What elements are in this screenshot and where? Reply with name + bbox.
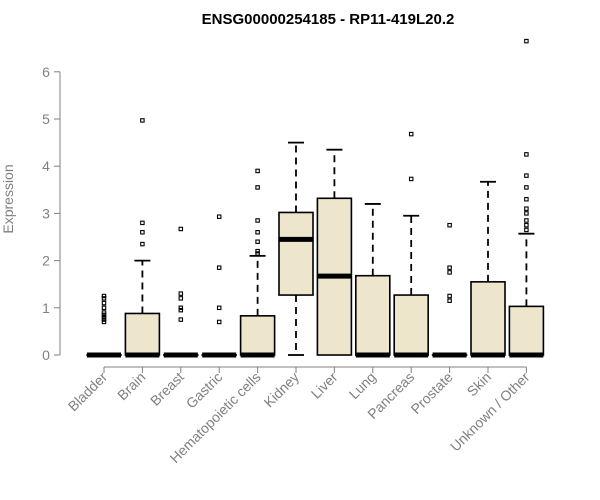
x-tick-label: Skin	[464, 369, 495, 400]
outlier-point	[178, 226, 184, 232]
box	[354, 274, 391, 356]
outlier-point	[216, 319, 222, 325]
box	[470, 281, 506, 356]
box	[393, 294, 430, 356]
outlier-point	[140, 220, 145, 226]
outlier-point	[255, 239, 260, 244]
y-tick-label: 2	[42, 253, 50, 269]
chart-title: ENSG00000254185 - RP11-419L20.2	[202, 11, 455, 28]
outlier-point	[255, 248, 260, 254]
outlier-point	[178, 305, 184, 311]
box-pancreas	[393, 131, 430, 358]
outlier-point	[255, 251, 260, 256]
outlier-point	[178, 296, 184, 301]
outlier-point	[524, 173, 529, 178]
outlier-point	[216, 265, 222, 270]
outlier-point	[101, 319, 107, 325]
box-bladder	[86, 293, 122, 358]
box-hematopoietic-cells	[239, 168, 276, 358]
outlier-point	[408, 176, 414, 182]
outlier-point	[101, 293, 107, 299]
outlier-point	[524, 211, 529, 216]
outlier-point	[101, 305, 107, 311]
x-tick-label: Prostate	[408, 369, 456, 417]
outlier-point	[178, 307, 184, 313]
outlier-point	[178, 317, 184, 322]
outlier-point	[101, 314, 107, 320]
outlier-point	[524, 206, 529, 211]
box-breast	[163, 226, 199, 358]
plot-area	[86, 38, 545, 358]
y-tick-label: 3	[42, 205, 50, 221]
outlier-point	[447, 293, 452, 299]
outlier-point	[255, 218, 260, 223]
y-tick-label: 5	[42, 111, 50, 127]
box-liver	[316, 148, 353, 356]
outlier-point	[101, 300, 107, 306]
box	[239, 315, 276, 356]
box	[278, 211, 314, 296]
outlier-point	[524, 196, 529, 202]
x-tick-label: Brain	[114, 369, 148, 403]
y-axis-label: Expression	[0, 164, 16, 233]
box-brain	[124, 118, 161, 358]
outlier-point	[524, 185, 529, 190]
y-tick-label: 4	[42, 158, 50, 174]
outlier-point	[255, 168, 260, 174]
outlier-point	[524, 218, 529, 223]
outlier-point	[255, 185, 260, 190]
outlier-point	[101, 312, 107, 318]
x-tick-label: Bladder	[65, 369, 111, 415]
box-prostate	[431, 222, 468, 358]
outlier-point	[140, 230, 145, 235]
x-tick-label: Lung	[346, 369, 379, 402]
outlier-point	[524, 38, 529, 44]
box-gastric	[201, 214, 237, 358]
outlier-point	[408, 131, 414, 137]
box-lung	[354, 203, 391, 358]
y-tick-label: 0	[42, 347, 50, 363]
outlier-point	[216, 214, 222, 219]
outlier-point	[447, 270, 452, 275]
outlier-point	[216, 305, 222, 311]
outlier-point	[101, 296, 107, 301]
outlier-point	[524, 227, 529, 233]
outlier-point	[447, 222, 452, 228]
x-tick-label: Kidney	[261, 369, 303, 411]
y-tick-label: 1	[42, 300, 50, 316]
outlier-point	[140, 241, 145, 247]
outlier-point	[140, 118, 145, 123]
outlier-point	[524, 222, 529, 228]
outlier-point	[255, 230, 260, 235]
outlier-point	[101, 310, 107, 315]
x-tick-label: Liver	[308, 369, 341, 402]
x-tick-label: Breast	[147, 369, 187, 409]
box-unknown-other	[508, 38, 545, 358]
box-kidney	[278, 141, 314, 356]
box-skin	[470, 180, 506, 358]
outlier-point	[447, 265, 452, 270]
box	[508, 305, 545, 356]
outlier-point	[524, 152, 529, 157]
y-tick-label: 6	[42, 64, 50, 80]
outlier-point	[447, 298, 452, 303]
outlier-point	[178, 291, 184, 296]
outlier-point	[101, 317, 107, 322]
axes: 0 1 2 3 4 5 6	[42, 64, 527, 373]
box	[124, 312, 161, 356]
